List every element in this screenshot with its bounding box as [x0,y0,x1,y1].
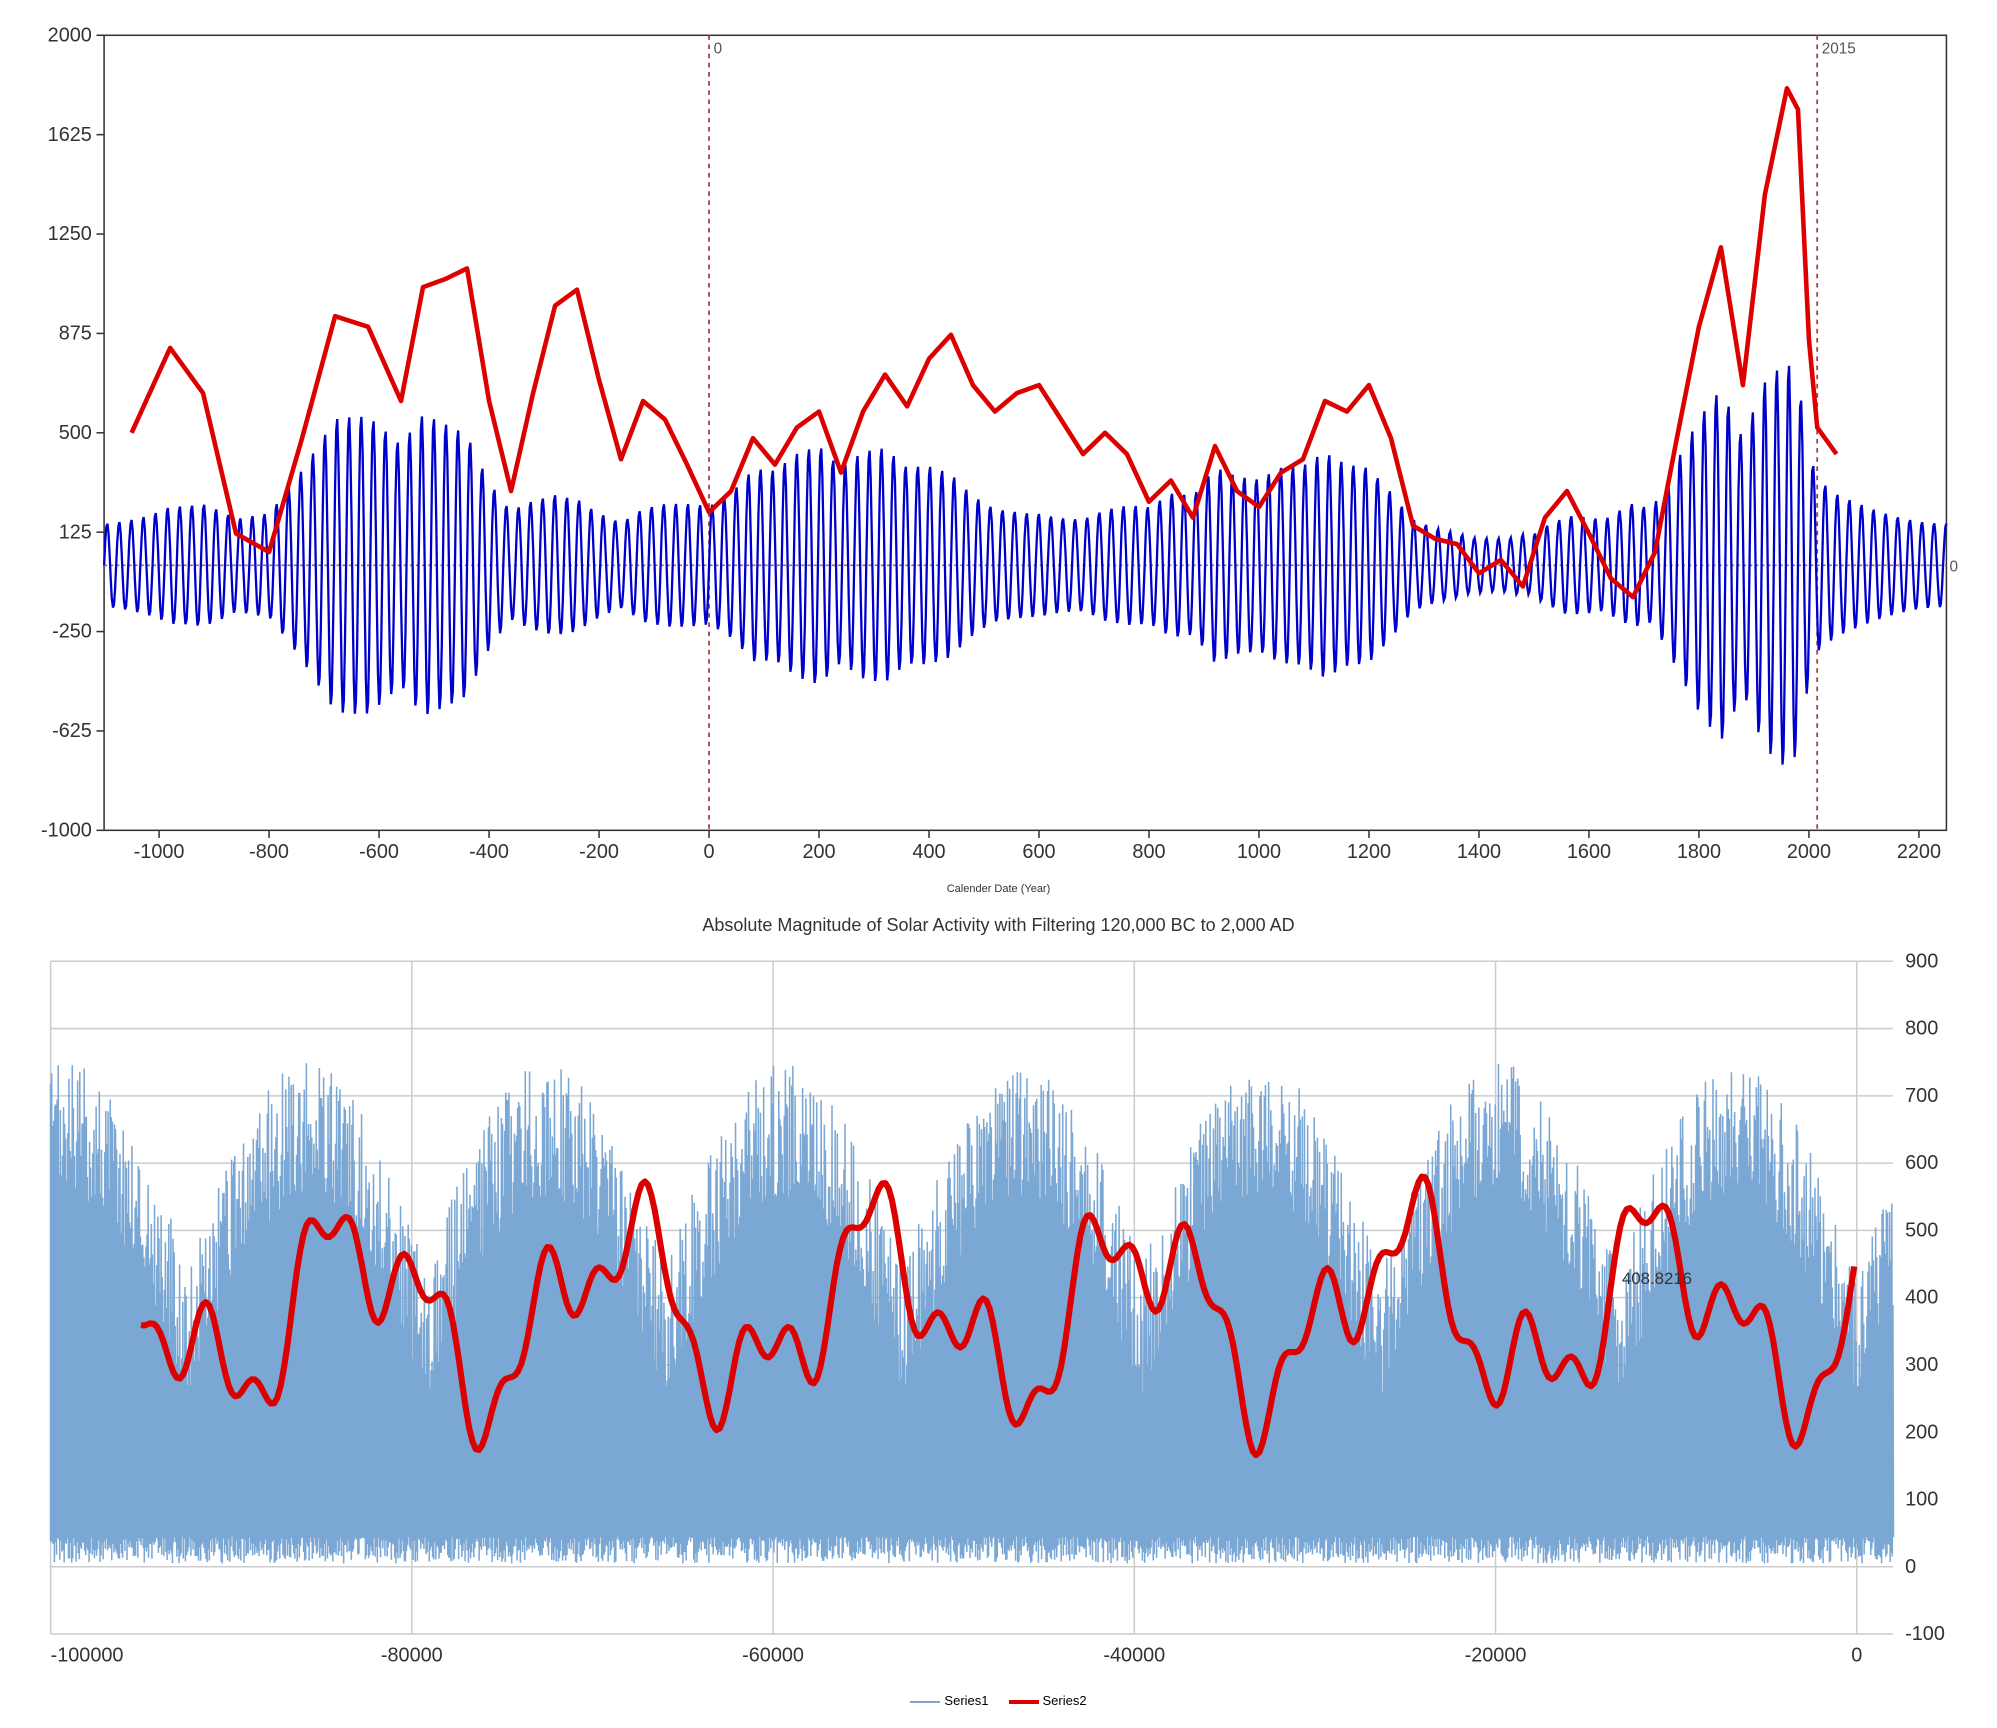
svg-text:1000: 1000 [1237,841,1281,863]
svg-text:0: 0 [1949,558,1958,575]
svg-text:300: 300 [1905,1354,1938,1376]
chart1-svg: -1000-625-250125500875125016252000-1000-… [20,20,1977,876]
svg-text:900: 900 [1905,951,1938,973]
svg-text:-800: -800 [249,841,289,863]
svg-text:1200: 1200 [1347,841,1391,863]
chart1-container: -1000-625-250125500875125016252000-1000-… [20,20,1977,895]
svg-text:-600: -600 [359,841,399,863]
svg-text:500: 500 [59,422,92,444]
svg-text:200: 200 [802,841,835,863]
svg-text:2000: 2000 [1787,841,1831,863]
legend-item: Series1 [910,1693,988,1708]
svg-text:-200: -200 [579,841,619,863]
chart2-svg: -100000 -80000 -60000 -40000 -20000 0 -100 0 100… [20,946,1977,1680]
svg-text:2015: 2015 [1822,41,1856,58]
svg-text:-40000: -40000 [1103,1645,1165,1667]
svg-text:1625: 1625 [48,124,92,146]
svg-text:600: 600 [1905,1152,1938,1174]
svg-text:1250: 1250 [48,223,92,245]
svg-text:0: 0 [714,41,723,58]
legend-label: Series2 [1043,1693,1087,1708]
svg-text:1600: 1600 [1567,841,1611,863]
svg-text:2000: 2000 [48,24,92,46]
legend-label: Series1 [944,1693,988,1708]
svg-text:2200: 2200 [1897,841,1941,863]
svg-text:-1000: -1000 [41,819,92,841]
svg-text:-20000: -20000 [1465,1645,1527,1667]
svg-text:500: 500 [1905,1220,1938,1242]
svg-text:-60000: -60000 [742,1645,804,1667]
svg-text:0: 0 [1851,1645,1862,1667]
svg-text:-250: -250 [52,621,92,643]
svg-text:-400: -400 [469,841,509,863]
svg-text:800: 800 [1905,1018,1938,1040]
chart2-container: -100000 -80000 -60000 -40000 -20000 0 -100 0 100… [20,946,1977,1708]
chart2-title: Absolute Magnitude of Solar Activity wit… [20,915,1977,936]
svg-text:400: 400 [912,841,945,863]
svg-text:1800: 1800 [1677,841,1721,863]
svg-text:100: 100 [1905,1489,1938,1511]
svg-text:875: 875 [59,323,92,345]
svg-text:0: 0 [704,841,715,863]
svg-text:-1000: -1000 [134,841,185,863]
svg-text:-80000: -80000 [381,1645,443,1667]
svg-text:-100: -100 [1905,1623,1945,1645]
svg-text:800: 800 [1132,841,1165,863]
svg-text:400: 400 [1905,1287,1938,1309]
svg-text:-100000: -100000 [51,1645,124,1667]
svg-text:-625: -625 [52,720,92,742]
svg-text:0: 0 [1905,1556,1916,1578]
svg-text:408.8216: 408.8216 [1622,1269,1692,1288]
svg-text:700: 700 [1905,1085,1938,1107]
svg-text:200: 200 [1905,1421,1938,1443]
legend-item: Series2 [1009,1693,1087,1708]
svg-text:600: 600 [1022,841,1055,863]
legend-swatch [1009,1700,1039,1704]
svg-text:1400: 1400 [1457,841,1501,863]
chart2-legend: Series1 Series2 [20,1693,1977,1708]
chart1-xlabel: Calender Date (Year) [20,883,1977,895]
svg-text:125: 125 [59,521,92,543]
legend-swatch [910,1701,940,1703]
